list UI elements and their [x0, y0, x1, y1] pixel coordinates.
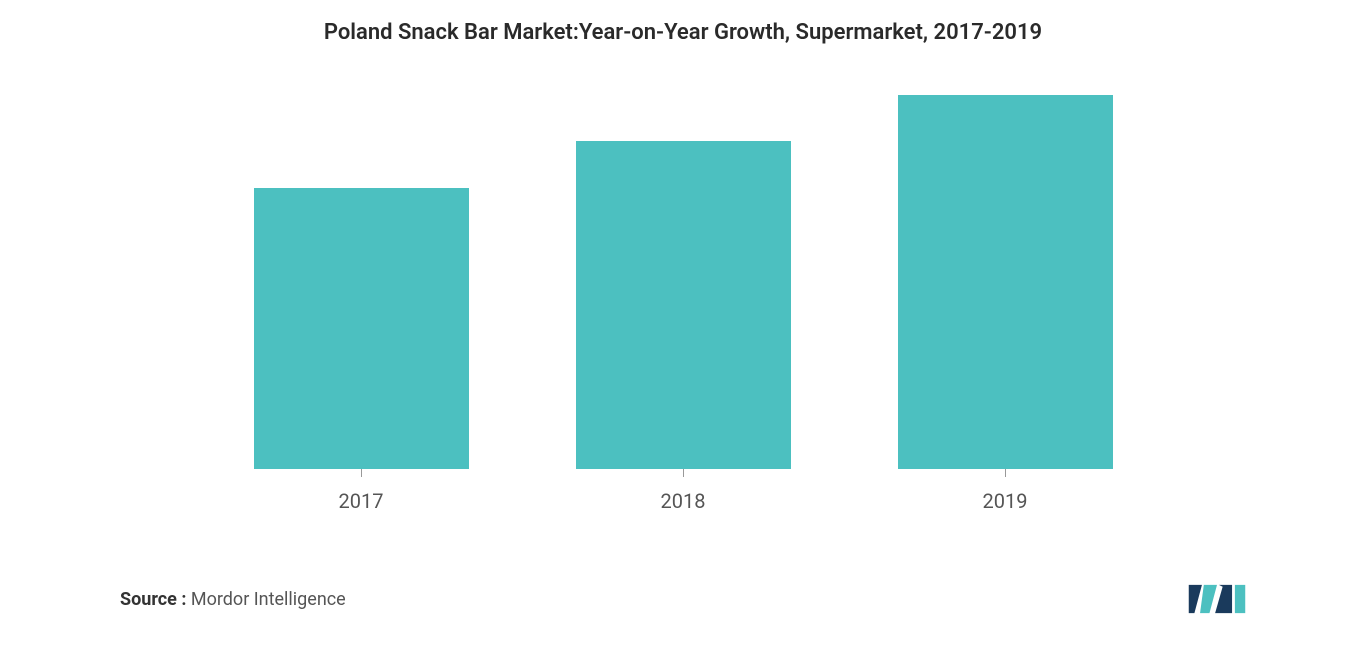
bar-wrapper-2018	[576, 85, 791, 477]
source-value: Mordor Intelligence	[186, 589, 345, 610]
x-label-2019: 2019	[898, 489, 1113, 513]
plot-area	[80, 85, 1286, 477]
source-label: Source :	[120, 589, 186, 610]
chart-container: Poland Snack Bar Market:Year-on-Year Gro…	[0, 0, 1366, 655]
x-label-2018: 2018	[576, 489, 791, 513]
logo-svg	[1188, 583, 1246, 615]
bar-wrapper-2017	[254, 85, 469, 477]
x-axis-labels: 2017 2018 2019	[80, 489, 1286, 513]
tick-2017	[361, 469, 362, 477]
chart-title: Poland Snack Bar Market:Year-on-Year Gro…	[80, 20, 1286, 45]
bar-wrapper-2019	[898, 85, 1113, 477]
bar-2017	[254, 188, 469, 469]
mordor-logo-icon	[1188, 583, 1246, 615]
x-label-2017: 2017	[254, 489, 469, 513]
tick-2018	[683, 469, 684, 477]
source-attribution: Source : Mordor Intelligence	[120, 589, 346, 610]
chart-footer: Source : Mordor Intelligence	[80, 583, 1286, 615]
bar-2019	[898, 95, 1113, 469]
tick-2019	[1005, 469, 1006, 477]
bar-2018	[576, 141, 791, 469]
